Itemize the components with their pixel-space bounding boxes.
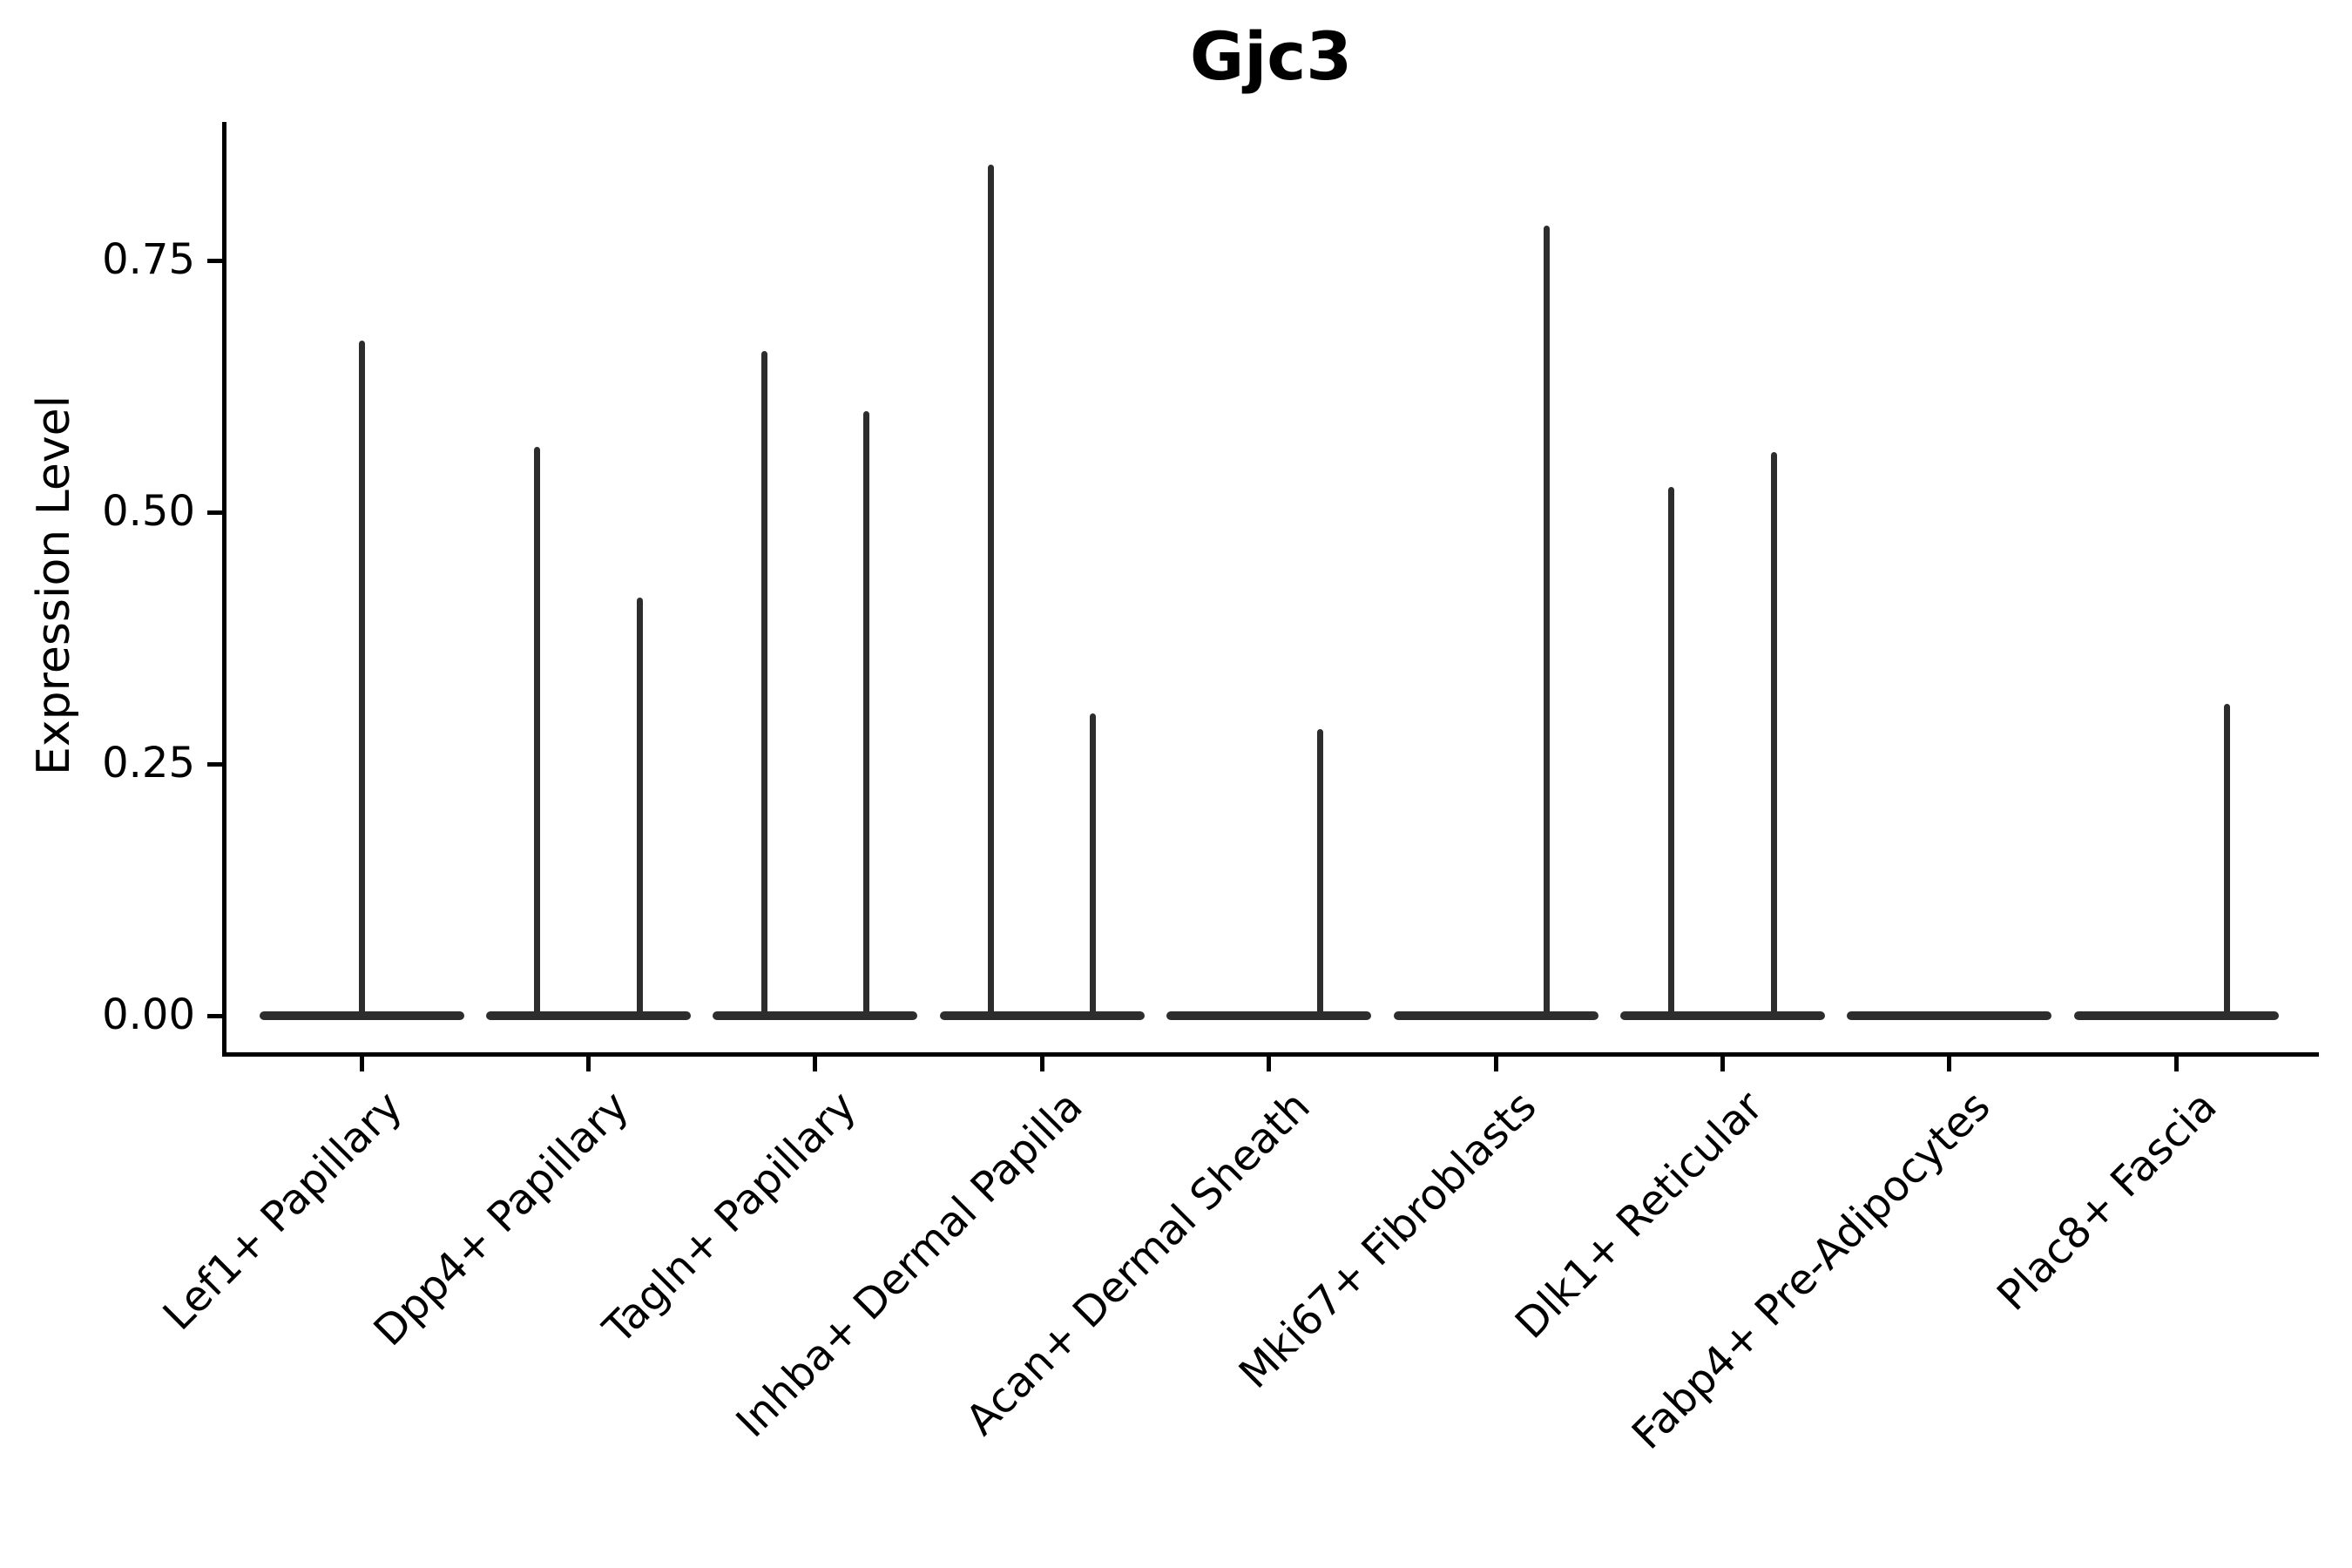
x-tick-label: Tagln+ Papillary	[593, 1082, 866, 1354]
violin-spike	[988, 165, 994, 1016]
chart-title: Gjc3	[1189, 17, 1353, 95]
x-tick-label: Lef1+ Papillary	[153, 1082, 412, 1340]
x-tick-label: Fabp4+ Pre-Adipocytes	[1622, 1082, 2000, 1459]
x-axis-line	[222, 1052, 2319, 1057]
x-tick	[1493, 1057, 1498, 1071]
y-axis-line	[222, 122, 226, 1057]
x-tick-label: Dlk1+ Reticular	[1506, 1082, 1773, 1348]
x-tick	[1267, 1057, 1272, 1071]
x-tick-label: Plac8+ Fascia	[1988, 1082, 2227, 1321]
y-tick-label: 0.75	[102, 234, 195, 284]
x-tick	[1720, 1057, 1725, 1071]
x-tick	[1947, 1057, 1952, 1071]
violin-spike	[1316, 728, 1323, 1016]
violin-spike	[863, 411, 869, 1016]
y-tick	[207, 1013, 222, 1018]
violin-base	[2073, 1011, 2279, 1020]
x-tick	[585, 1057, 591, 1071]
violin-base	[713, 1011, 918, 1020]
violin-base	[939, 1011, 1145, 1020]
violin-spike	[2224, 703, 2231, 1016]
y-axis-label: Expression Level	[28, 395, 80, 776]
violin-spike	[636, 598, 643, 1016]
violin-spike	[1544, 225, 1551, 1016]
y-tick-label: 0.00	[102, 990, 195, 1039]
violin-base	[1619, 1011, 1825, 1020]
violin-spike	[358, 341, 365, 1016]
x-tick	[1039, 1057, 1044, 1071]
x-tick	[359, 1057, 364, 1071]
violin-base	[1393, 1011, 1598, 1020]
x-tick	[2173, 1057, 2179, 1071]
x-tick	[813, 1057, 818, 1071]
violin-base	[1166, 1011, 1372, 1020]
violin-spike	[760, 351, 767, 1016]
y-tick-label: 0.25	[102, 738, 195, 787]
y-tick	[207, 761, 222, 767]
violin-base	[259, 1011, 464, 1020]
violin-spike	[1770, 451, 1777, 1016]
violin-spike	[1090, 713, 1097, 1016]
violin-base	[485, 1011, 691, 1020]
y-tick	[207, 510, 222, 515]
violin-spike	[1668, 487, 1675, 1016]
y-tick	[207, 258, 222, 263]
y-tick-label: 0.50	[102, 486, 195, 536]
violin-base	[1847, 1011, 2052, 1020]
violin-spike	[534, 446, 541, 1016]
